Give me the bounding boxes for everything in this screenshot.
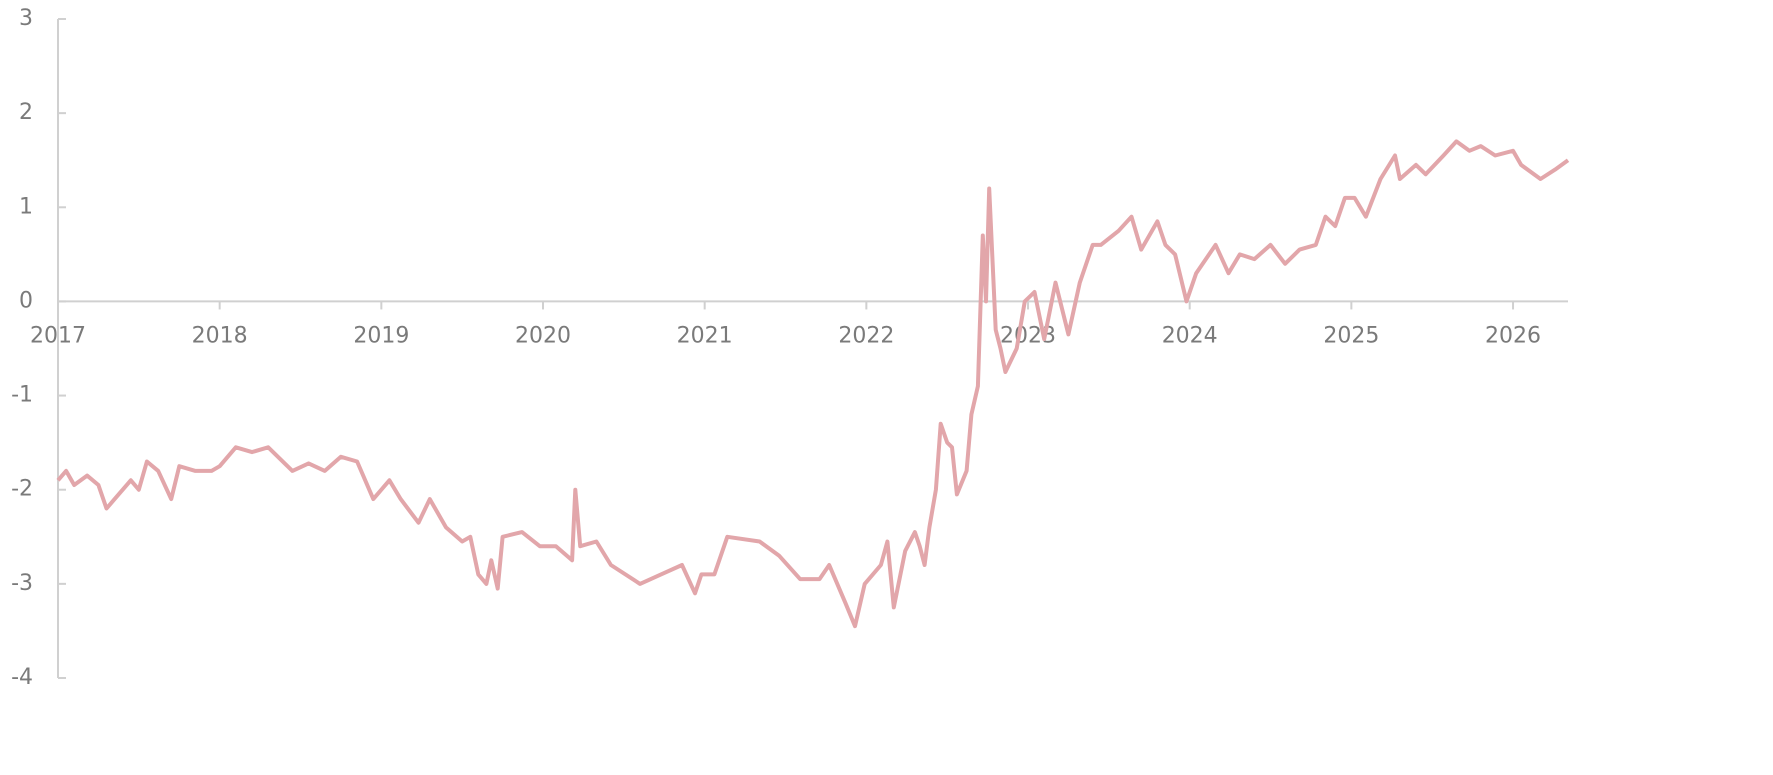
x-tick-label: 2025 (1323, 323, 1379, 348)
x-tick-label: 2019 (353, 323, 409, 348)
y-tick-label: -1 (11, 383, 33, 408)
y-tick-label: -3 (11, 571, 33, 596)
x-tick-label: 2020 (515, 323, 571, 348)
y-tick-label: -4 (11, 665, 33, 690)
x-tick-label: 2024 (1162, 323, 1218, 348)
x-tick-label: 2018 (192, 323, 248, 348)
line-series (56, 139, 1570, 629)
y-tick-label: 0 (19, 288, 33, 313)
x-tick-label: 2022 (838, 323, 894, 348)
y-tick-label: 2 (19, 100, 33, 125)
y-tick-label: 1 (19, 194, 33, 219)
x-tick-label: 2021 (677, 323, 733, 348)
x-tick-label: 2017 (30, 323, 86, 348)
x-tick-label: 2026 (1485, 323, 1541, 348)
y-tick-label: -2 (11, 477, 33, 502)
y-tick-label: 3 (19, 6, 33, 31)
